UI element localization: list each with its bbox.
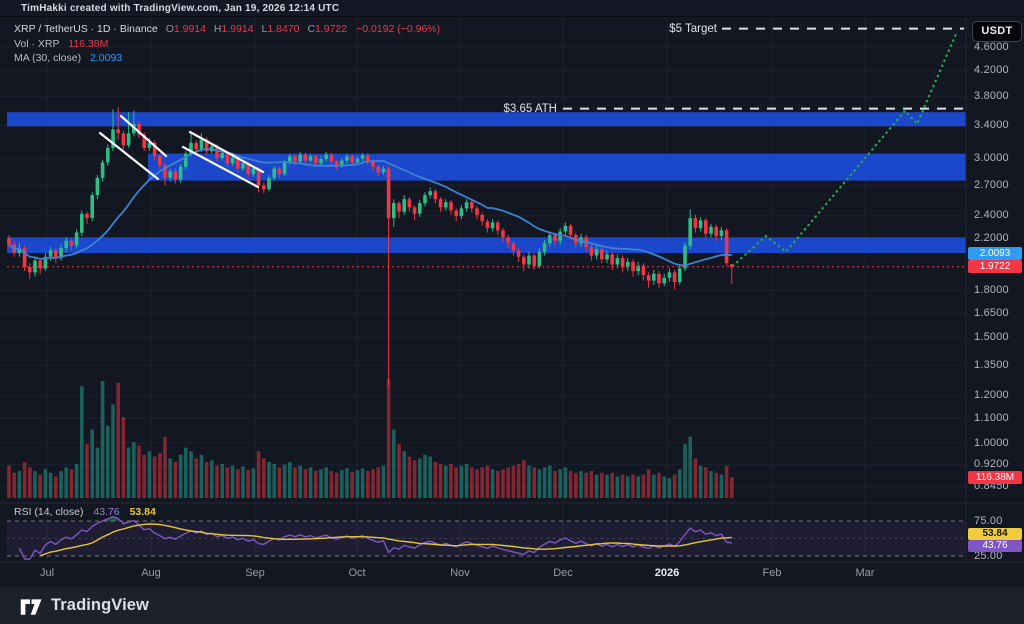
- pane-separators: [0, 17, 1024, 563]
- dashed-level-lines[interactable]: [563, 27, 964, 110]
- price-tick-label: 1.8000: [974, 284, 1009, 296]
- trend-channel-line: [98, 131, 160, 181]
- trend-channel-line: [188, 130, 265, 174]
- price-tick-label: 1.1000: [974, 412, 1009, 424]
- legend-low-label: L: [261, 23, 268, 35]
- symbol-legend: XRP / TetherUS · 1D · Binance O1.9914 H1…: [14, 23, 440, 67]
- rsi-legend[interactable]: RSI (14, close) 43.76 53.84: [14, 506, 156, 518]
- price-tick-label: 0.9200: [974, 458, 1009, 470]
- trend-channel-line: [181, 145, 260, 189]
- price-tick-label: 2.7000: [974, 179, 1009, 191]
- legend-volume-label: Vol · XRP: [14, 37, 60, 50]
- legend-low-value: 1.8470: [267, 23, 300, 35]
- ma-line: [8, 148, 732, 267]
- legend-symbol-title: XRP / TetherUS · 1D · Binance: [14, 23, 158, 35]
- legend-open-value: 1.9914: [173, 23, 206, 35]
- legend-high-label: H: [213, 23, 222, 35]
- time-tick-label-sep: Sep: [245, 567, 265, 579]
- last-price-badge: 1.9722: [968, 260, 1022, 273]
- legend-ma-value: 2.0093: [90, 52, 123, 64]
- price-tick-label: 1.5000: [974, 331, 1009, 343]
- legend-open-label: O: [165, 23, 174, 35]
- legend-ma-label: MA (30, close): [14, 52, 82, 64]
- volume-series: [7, 379, 734, 498]
- legend-volume-row[interactable]: Vol · XRP 116.38M: [14, 38, 440, 52]
- time-tick-label-jul: Jul: [39, 567, 55, 579]
- tradingview-brand-text: TradingView: [51, 595, 149, 614]
- rsi-ma-line: [39, 523, 732, 557]
- volume-value-badge: 116.38M: [968, 471, 1022, 484]
- rsi-value-badge: 43.76: [968, 540, 1022, 552]
- rsi-legend-value: 43.76: [93, 506, 120, 518]
- time-tick-label-nov: Nov: [450, 567, 470, 579]
- price-tick-label: 1.0000: [974, 437, 1009, 449]
- legend-close-label: C: [307, 23, 316, 35]
- price-tick-label: 4.6000: [974, 41, 1009, 53]
- time-tick-label-dec: Dec: [553, 567, 573, 579]
- trend-channel-line: [119, 114, 168, 158]
- price-tick-label: 4.2000: [974, 64, 1009, 76]
- legend-volume-value: 116.38M: [68, 37, 109, 50]
- ath-annotation-label[interactable]: $3.65 ATH: [503, 103, 558, 115]
- price-tick-label: 1.6500: [974, 307, 1009, 319]
- time-tick-label-feb: Feb: [762, 567, 782, 579]
- price-zone-band: [7, 237, 966, 253]
- tradingview-logo-icon: [20, 598, 42, 615]
- legend-change-value: −0.0192 (−0.96%): [356, 23, 441, 35]
- footer-bar: TradingView: [0, 585, 1024, 624]
- legend-close-value: 1.9722: [315, 23, 348, 35]
- projection-path[interactable]: [731, 30, 959, 267]
- price-tick-label: 3.0000: [974, 152, 1009, 164]
- chart-surface[interactable]: [0, 0, 1024, 585]
- tradingview-brand-link[interactable]: TradingView: [20, 595, 149, 616]
- rsi-ma-value-badge: 53.84: [968, 528, 1022, 540]
- rsi-tick-label: 25.00: [974, 550, 1003, 562]
- price-tick-label: 3.8000: [974, 90, 1009, 102]
- price-tick-label: 2.2000: [974, 232, 1009, 244]
- time-tick-label-aug: Aug: [141, 567, 161, 579]
- price-tick-label: 1.2000: [974, 389, 1009, 401]
- time-tick-label-2026: 2026: [654, 567, 680, 579]
- ma-value-badge: 2.0093: [968, 247, 1022, 260]
- price-tick-label: 2.4000: [974, 209, 1009, 221]
- time-tick-label-oct: Oct: [348, 567, 366, 579]
- rsi-legend-ma-value: 53.84: [129, 506, 156, 518]
- currency-toggle-usdt[interactable]: USDT: [972, 21, 1022, 42]
- target-annotation-label[interactable]: $5 Target: [669, 23, 717, 35]
- price-tick-label: 1.3500: [974, 359, 1009, 371]
- rsi-pane: [7, 515, 966, 560]
- attribution-bar: TimHakki created with TradingView.com, J…: [0, 0, 1024, 17]
- price-zone-band: [7, 112, 966, 127]
- rsi-tick-label: 75.00: [974, 515, 1003, 527]
- legend-high-value: 1.9914: [221, 23, 254, 35]
- rsi-line: [18, 515, 732, 560]
- rsi-legend-label: RSI (14, close): [14, 506, 84, 518]
- price-tick-label: 3.4000: [974, 119, 1009, 131]
- legend-symbol-row[interactable]: XRP / TetherUS · 1D · Binance O1.9914 H1…: [14, 23, 440, 37]
- attribution-text: TimHakki created with TradingView.com, J…: [21, 3, 340, 14]
- price-zone-band: [148, 153, 966, 181]
- time-tick-label-mar: Mar: [855, 567, 875, 579]
- trend-channels[interactable]: [98, 114, 265, 189]
- legend-ma-row[interactable]: MA (30, close) 2.0093: [14, 52, 440, 66]
